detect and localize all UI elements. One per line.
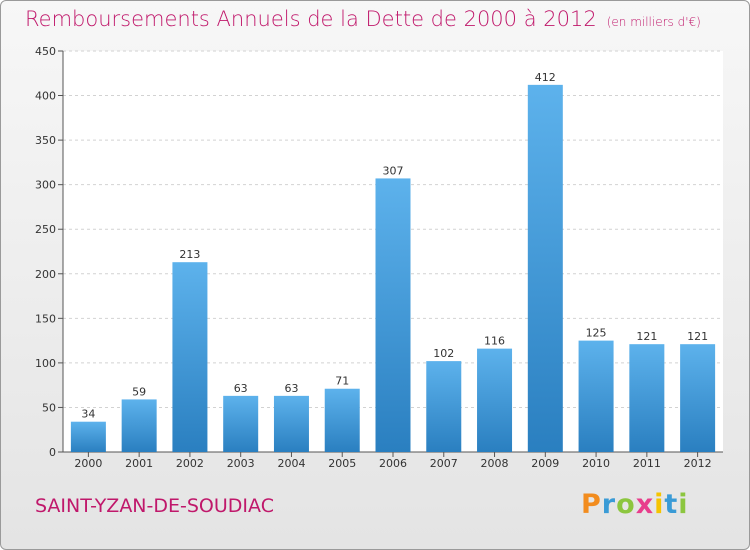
data-label: 116 bbox=[484, 335, 505, 348]
logo-letter: o bbox=[616, 489, 636, 520]
bar bbox=[629, 344, 665, 452]
y-tick-label: 300 bbox=[35, 179, 56, 192]
y-tick-label: 100 bbox=[35, 357, 56, 370]
data-label: 71 bbox=[335, 375, 349, 388]
y-tick-label: 150 bbox=[35, 312, 56, 325]
bar bbox=[578, 340, 614, 452]
data-label: 59 bbox=[132, 385, 146, 398]
logo-letter: P bbox=[581, 489, 602, 520]
bar bbox=[172, 262, 208, 452]
bar bbox=[324, 388, 360, 452]
x-tick-label: 2010 bbox=[582, 457, 610, 470]
bar bbox=[426, 361, 462, 452]
data-label: 63 bbox=[234, 382, 248, 395]
chart-unit-note: (en milliers d'€) bbox=[606, 15, 701, 29]
x-tick-label: 2003 bbox=[227, 457, 255, 470]
x-tick-label: 2005 bbox=[328, 457, 356, 470]
x-tick-label: 2008 bbox=[481, 457, 509, 470]
data-label: 121 bbox=[636, 330, 657, 343]
chart-title-text: Remboursements Annuels de la Dette de 20… bbox=[25, 7, 597, 31]
y-tick-label: 350 bbox=[35, 134, 56, 147]
logo-letter: i bbox=[678, 489, 689, 520]
y-tick-label: 50 bbox=[42, 401, 56, 414]
data-label: 63 bbox=[284, 382, 298, 395]
bar bbox=[223, 395, 259, 452]
bar bbox=[680, 344, 716, 452]
commune-name: SAINT-YZAN-DE-SOUDIAC bbox=[35, 495, 274, 517]
bar bbox=[273, 395, 309, 452]
bar bbox=[70, 421, 106, 452]
x-tick-label: 2001 bbox=[125, 457, 153, 470]
x-tick-label: 2011 bbox=[633, 457, 661, 470]
logo-letter: t bbox=[664, 489, 679, 520]
y-tick-label: 450 bbox=[35, 45, 56, 58]
y-tick-label: 400 bbox=[35, 90, 56, 103]
bar bbox=[527, 84, 563, 453]
logo-letter: r bbox=[601, 489, 617, 520]
data-label: 213 bbox=[179, 248, 200, 261]
proxiti-logo: Proxiti bbox=[581, 489, 689, 520]
y-tick-label: 250 bbox=[35, 223, 56, 236]
x-tick-label: 2000 bbox=[74, 457, 102, 470]
data-label: 125 bbox=[586, 327, 607, 340]
data-label: 34 bbox=[81, 408, 95, 421]
data-label: 412 bbox=[535, 71, 556, 84]
chart-title: Remboursements Annuels de la Dette de 20… bbox=[25, 7, 701, 31]
x-tick-label: 2007 bbox=[430, 457, 458, 470]
logo-letter: i bbox=[654, 489, 665, 520]
bar bbox=[375, 178, 411, 452]
data-label: 102 bbox=[433, 347, 454, 360]
data-label: 121 bbox=[687, 330, 708, 343]
x-tick-label: 2009 bbox=[531, 457, 559, 470]
bar bbox=[477, 348, 513, 452]
x-tick-label: 2012 bbox=[684, 457, 712, 470]
x-tick-label: 2004 bbox=[277, 457, 305, 470]
x-tick-label: 2006 bbox=[379, 457, 407, 470]
y-tick-label: 200 bbox=[35, 268, 56, 281]
logo-letter: x bbox=[635, 489, 655, 520]
bar bbox=[121, 399, 157, 452]
x-tick-label: 2002 bbox=[176, 457, 204, 470]
y-tick-label: 0 bbox=[49, 446, 56, 459]
data-label: 307 bbox=[383, 164, 404, 177]
